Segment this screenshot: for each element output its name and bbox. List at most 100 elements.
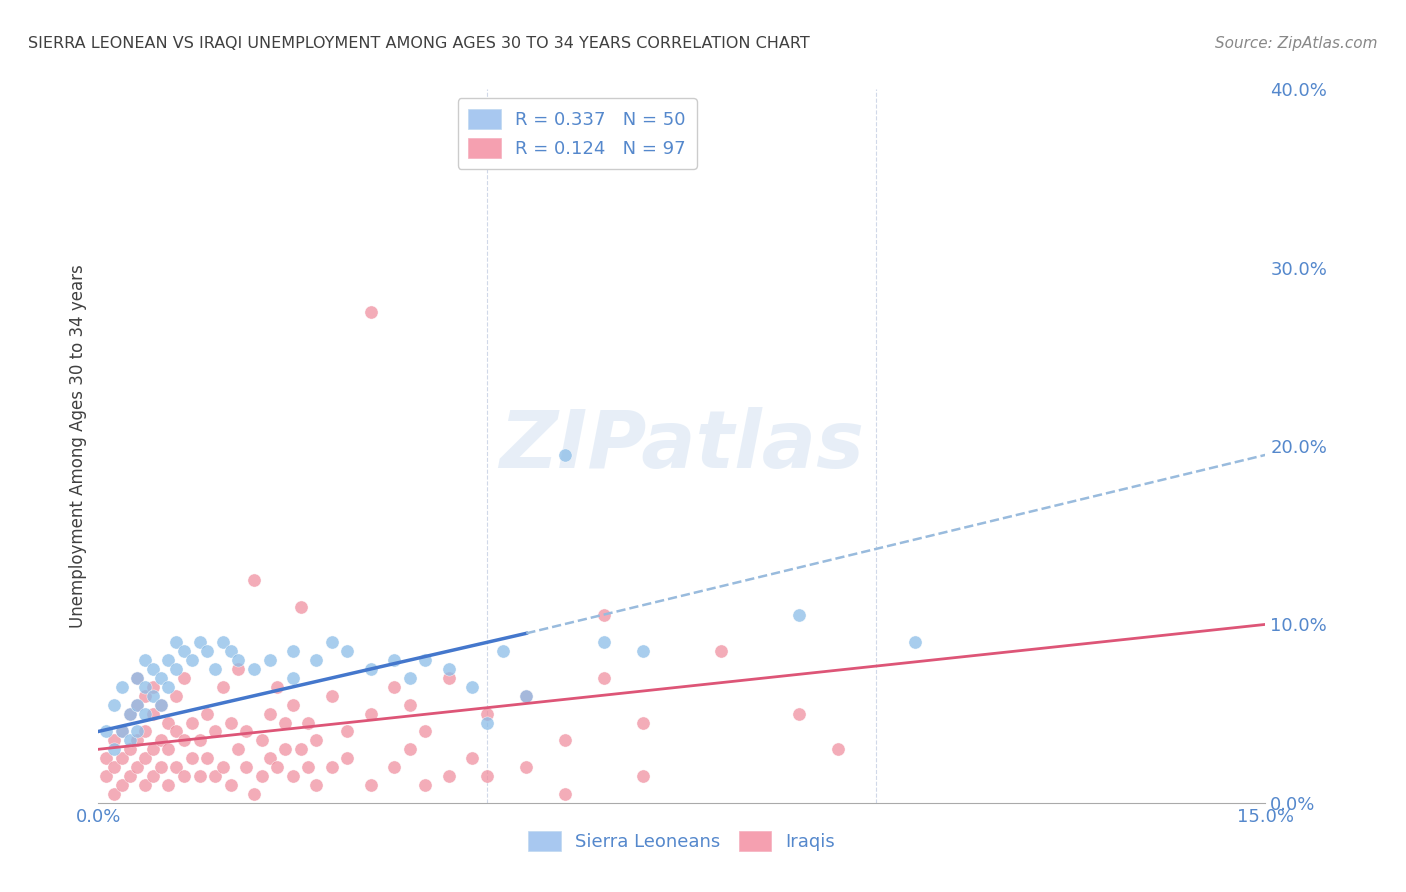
Point	[290, 599, 312, 614]
Point	[134, 680, 156, 694]
Point	[631, 769, 654, 783]
Point	[157, 653, 180, 667]
Point	[134, 778, 156, 792]
Point	[593, 671, 616, 685]
Point	[142, 680, 165, 694]
Point	[336, 644, 359, 658]
Point	[492, 644, 515, 658]
Point	[228, 662, 250, 676]
Point	[290, 742, 312, 756]
Point	[157, 742, 180, 756]
Point	[142, 689, 165, 703]
Point	[157, 778, 180, 792]
Point	[259, 706, 281, 721]
Point	[235, 760, 257, 774]
Point	[274, 715, 297, 730]
Point	[173, 671, 195, 685]
Point	[111, 724, 134, 739]
Point	[305, 733, 328, 747]
Point	[204, 769, 226, 783]
Point	[195, 706, 218, 721]
Point	[228, 653, 250, 667]
Point	[437, 671, 460, 685]
Point	[461, 751, 484, 765]
Point	[212, 760, 235, 774]
Point	[165, 662, 187, 676]
Point	[173, 733, 195, 747]
Point	[413, 778, 436, 792]
Point	[515, 689, 537, 703]
Point	[149, 698, 172, 712]
Point	[477, 769, 499, 783]
Point	[103, 760, 125, 774]
Point	[321, 635, 343, 649]
Text: Source: ZipAtlas.com: Source: ZipAtlas.com	[1215, 36, 1378, 51]
Point	[250, 769, 273, 783]
Point	[274, 742, 297, 756]
Point	[96, 769, 118, 783]
Point	[398, 698, 420, 712]
Point	[281, 644, 304, 658]
Point	[204, 724, 226, 739]
Point	[149, 671, 172, 685]
Point	[250, 733, 273, 747]
Point	[360, 662, 382, 676]
Point	[212, 635, 235, 649]
Point	[266, 760, 288, 774]
Point	[398, 742, 420, 756]
Point	[188, 733, 211, 747]
Point	[281, 671, 304, 685]
Point	[259, 653, 281, 667]
Point	[297, 760, 319, 774]
Point	[305, 778, 328, 792]
Point	[437, 662, 460, 676]
Point	[787, 706, 810, 721]
Point	[111, 680, 134, 694]
Point	[281, 698, 304, 712]
Point	[593, 608, 616, 623]
Point	[157, 715, 180, 730]
Point	[149, 698, 172, 712]
Point	[461, 680, 484, 694]
Point	[188, 635, 211, 649]
Point	[180, 751, 202, 765]
Point	[134, 689, 156, 703]
Point	[134, 751, 156, 765]
Point	[103, 742, 125, 756]
Text: SIERRA LEONEAN VS IRAQI UNEMPLOYMENT AMONG AGES 30 TO 34 YEARS CORRELATION CHART: SIERRA LEONEAN VS IRAQI UNEMPLOYMENT AMO…	[28, 36, 810, 51]
Point	[118, 733, 141, 747]
Point	[157, 680, 180, 694]
Point	[437, 769, 460, 783]
Point	[204, 662, 226, 676]
Point	[188, 769, 211, 783]
Point	[360, 778, 382, 792]
Point	[127, 698, 149, 712]
Y-axis label: Unemployment Among Ages 30 to 34 years: Unemployment Among Ages 30 to 34 years	[69, 264, 87, 628]
Point	[118, 742, 141, 756]
Point	[321, 689, 343, 703]
Point	[103, 733, 125, 747]
Point	[165, 724, 187, 739]
Point	[134, 724, 156, 739]
Point	[631, 715, 654, 730]
Point	[127, 671, 149, 685]
Point	[827, 742, 849, 756]
Point	[382, 760, 405, 774]
Point	[173, 769, 195, 783]
Point	[165, 635, 187, 649]
Point	[259, 751, 281, 765]
Point	[142, 662, 165, 676]
Point	[515, 760, 537, 774]
Point	[235, 724, 257, 739]
Point	[477, 715, 499, 730]
Point	[554, 733, 576, 747]
Point	[127, 698, 149, 712]
Point	[281, 769, 304, 783]
Point	[96, 724, 118, 739]
Point	[321, 760, 343, 774]
Point	[142, 769, 165, 783]
Point	[243, 662, 266, 676]
Point	[243, 573, 266, 587]
Point	[398, 671, 420, 685]
Point	[127, 671, 149, 685]
